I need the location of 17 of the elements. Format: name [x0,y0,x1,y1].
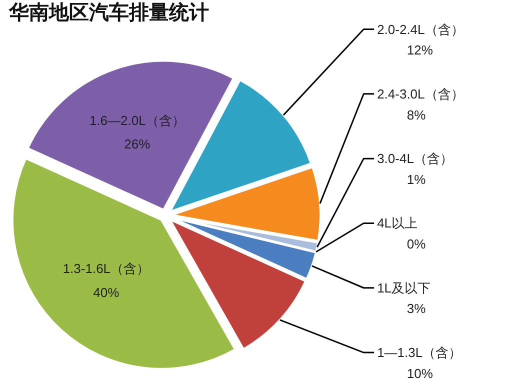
slice-label: 1L及以下 [377,280,431,296]
data-label: 8% [406,107,426,122]
data-label: 3% [406,301,426,316]
data-label: 26% [124,136,151,152]
data-label: 40% [93,284,120,300]
slice-label: 2.4-3.0L（含） [377,86,464,102]
slice-label: 2.0-2.4L（含） [377,22,464,37]
data-label: 1% [406,172,426,187]
data-label: 10% [406,366,434,381]
slice-label: 1—1.3L（含） [377,345,462,360]
slice-label: 1.6—2.0L（含） [89,112,185,128]
category-label: 4L以上 [377,216,418,231]
slice-label: 1.3-1.6L（含） [62,260,150,276]
slice-label: 3.0-4L（含） [377,151,453,166]
chart-title: 华南地区汽车排量统计 [8,0,209,24]
text: 0% [406,236,426,252]
data-label: 12% [406,42,434,58]
